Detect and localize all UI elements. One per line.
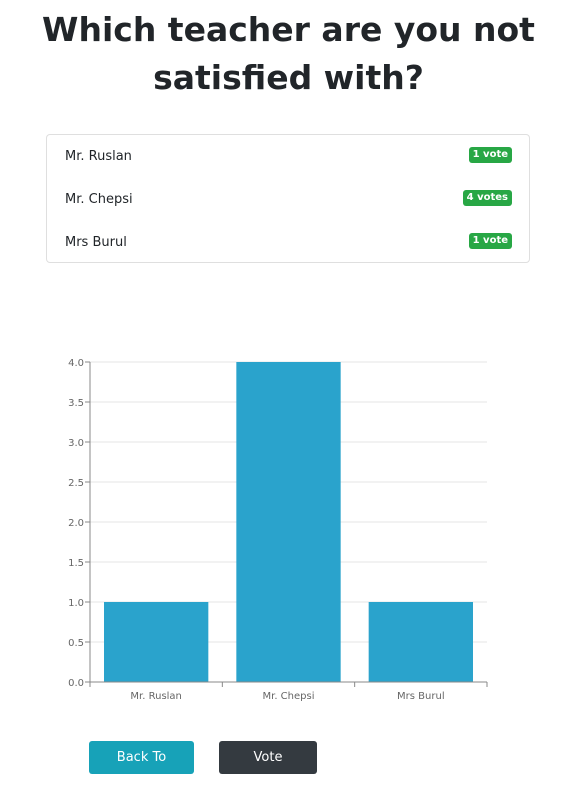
y-tick-label: 2.0 (68, 518, 84, 529)
result-item-burul: Mrs Burul 1 vote (47, 223, 529, 263)
result-label: Mr. Ruslan (65, 149, 132, 164)
y-tick-label: 3.5 (68, 398, 84, 409)
y-tick-label: 1.5 (68, 558, 84, 569)
poll-title: Which teacher are you not satisfied with… (42, 10, 535, 97)
x-tick-label: Mr. Ruslan (130, 691, 181, 702)
vote-count-badge: 1 vote (468, 233, 512, 249)
x-tick-label: Mrs Burul (397, 691, 445, 702)
y-tick-label: 3.0 (68, 438, 84, 449)
back-to-polls-button[interactable]: Back To Polls (89, 741, 194, 798)
result-label: Mrs Burul (65, 235, 127, 250)
y-tick-label: 4.0 (68, 358, 84, 369)
bar-1 (104, 602, 209, 682)
y-tick-label: 1.0 (68, 598, 84, 609)
result-item-ruslan: Mr. Ruslan 1 vote (47, 137, 529, 177)
bar-3 (368, 602, 473, 682)
vote-bar-chart: 0.0 0.5 1.0 1.5 2.0 2.5 3.0 3.5 4.0 Mr. Ruslan Mr.… (68, 358, 488, 702)
vote-count-badge: 1 vote (468, 147, 512, 163)
x-tick-label: Mr. Chepsi (263, 691, 315, 702)
results-list: Mr. Ruslan 1 vote Mr. Chepsi 4 votes Mrs… (46, 134, 530, 263)
y-tick-label: 2.5 (68, 478, 84, 489)
bar-2 (236, 362, 341, 682)
result-item-chepsi: Mr. Chepsi 4 votes (47, 180, 529, 220)
result-label: Mr. Chepsi (65, 192, 133, 207)
vote-count-badge: 4 votes (462, 190, 512, 206)
y-tick-label: 0.0 (68, 678, 84, 689)
vote-again-button[interactable]: Vote again? (219, 741, 317, 798)
y-tick-label: 0.5 (68, 638, 84, 649)
